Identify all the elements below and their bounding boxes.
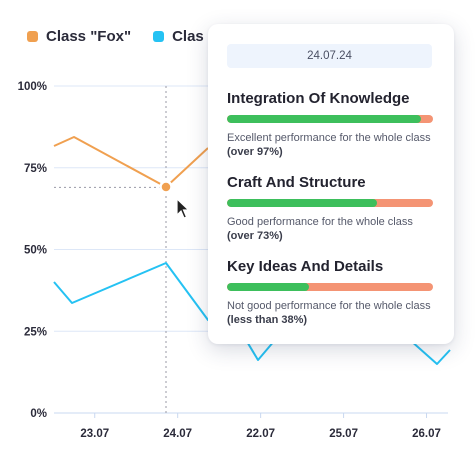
series-line-fox bbox=[53, 136, 209, 188]
description-text: Not good performance for the whole class bbox=[227, 300, 431, 312]
section-title: Key Ideas And Details bbox=[227, 258, 384, 275]
y-tick-label: 75% bbox=[24, 163, 47, 175]
y-tick-label: 25% bbox=[24, 326, 47, 338]
description-text: Excellent performance for the whole clas… bbox=[227, 132, 431, 144]
y-tick-label: 0% bbox=[30, 408, 47, 420]
performance-bar-fill bbox=[227, 199, 378, 207]
y-tick-label: 50% bbox=[24, 245, 47, 257]
performance-bar bbox=[227, 115, 433, 123]
performance-bar bbox=[227, 283, 433, 291]
tooltip-popup: 24.07.24 Integration Of Knowledge Excell… bbox=[208, 24, 454, 344]
tooltip-date: 24.07.24 bbox=[227, 44, 432, 68]
tooltip-section-integration: Integration Of Knowledge Excellent perfo… bbox=[227, 90, 433, 159]
performance-bar bbox=[227, 199, 433, 207]
x-tick-label: 23.07 bbox=[80, 428, 109, 440]
x-tick-label: 22.07 bbox=[246, 428, 275, 440]
performance-bar-fill bbox=[227, 115, 421, 123]
x-tick-label: 24.07 bbox=[163, 428, 192, 440]
legend-item-second[interactable]: Clas bbox=[153, 28, 204, 45]
section-title: Integration Of Knowledge bbox=[227, 90, 410, 107]
highlight-point bbox=[159, 180, 173, 194]
performance-bar-fill bbox=[227, 283, 310, 291]
legend-swatch-second bbox=[153, 31, 165, 42]
legend-label-second: Clas bbox=[172, 28, 204, 45]
description-text: Good performance for the whole class bbox=[227, 216, 413, 228]
legend-label-fox: Class "Fox" bbox=[46, 28, 132, 45]
section-description: Not good performance for the whole class… bbox=[227, 299, 433, 327]
legend-swatch-fox bbox=[27, 31, 38, 42]
legend-item-fox[interactable]: Class "Fox" bbox=[27, 28, 131, 45]
tooltip-section-key-ideas: Key Ideas And Details Not good performan… bbox=[227, 258, 433, 327]
section-description: Good performance for the whole class (ov… bbox=[227, 215, 433, 243]
mouse-cursor-icon bbox=[176, 197, 190, 225]
section-title: Craft And Structure bbox=[227, 174, 366, 191]
x-tick-label: 25.07 bbox=[329, 428, 358, 440]
description-highlight: (over 97%) bbox=[227, 146, 283, 158]
tooltip-section-craft: Craft And Structure Good performance for… bbox=[227, 174, 433, 243]
legend: Class "Fox" Clas bbox=[27, 28, 204, 45]
x-tick-label: 26.07 bbox=[412, 428, 441, 440]
description-highlight: (over 73%) bbox=[227, 230, 283, 242]
section-description: Excellent performance for the whole clas… bbox=[227, 131, 433, 159]
series-line-second bbox=[53, 262, 451, 365]
y-tick-label: 100% bbox=[18, 81, 47, 93]
description-highlight: (less than 38%) bbox=[227, 314, 308, 326]
